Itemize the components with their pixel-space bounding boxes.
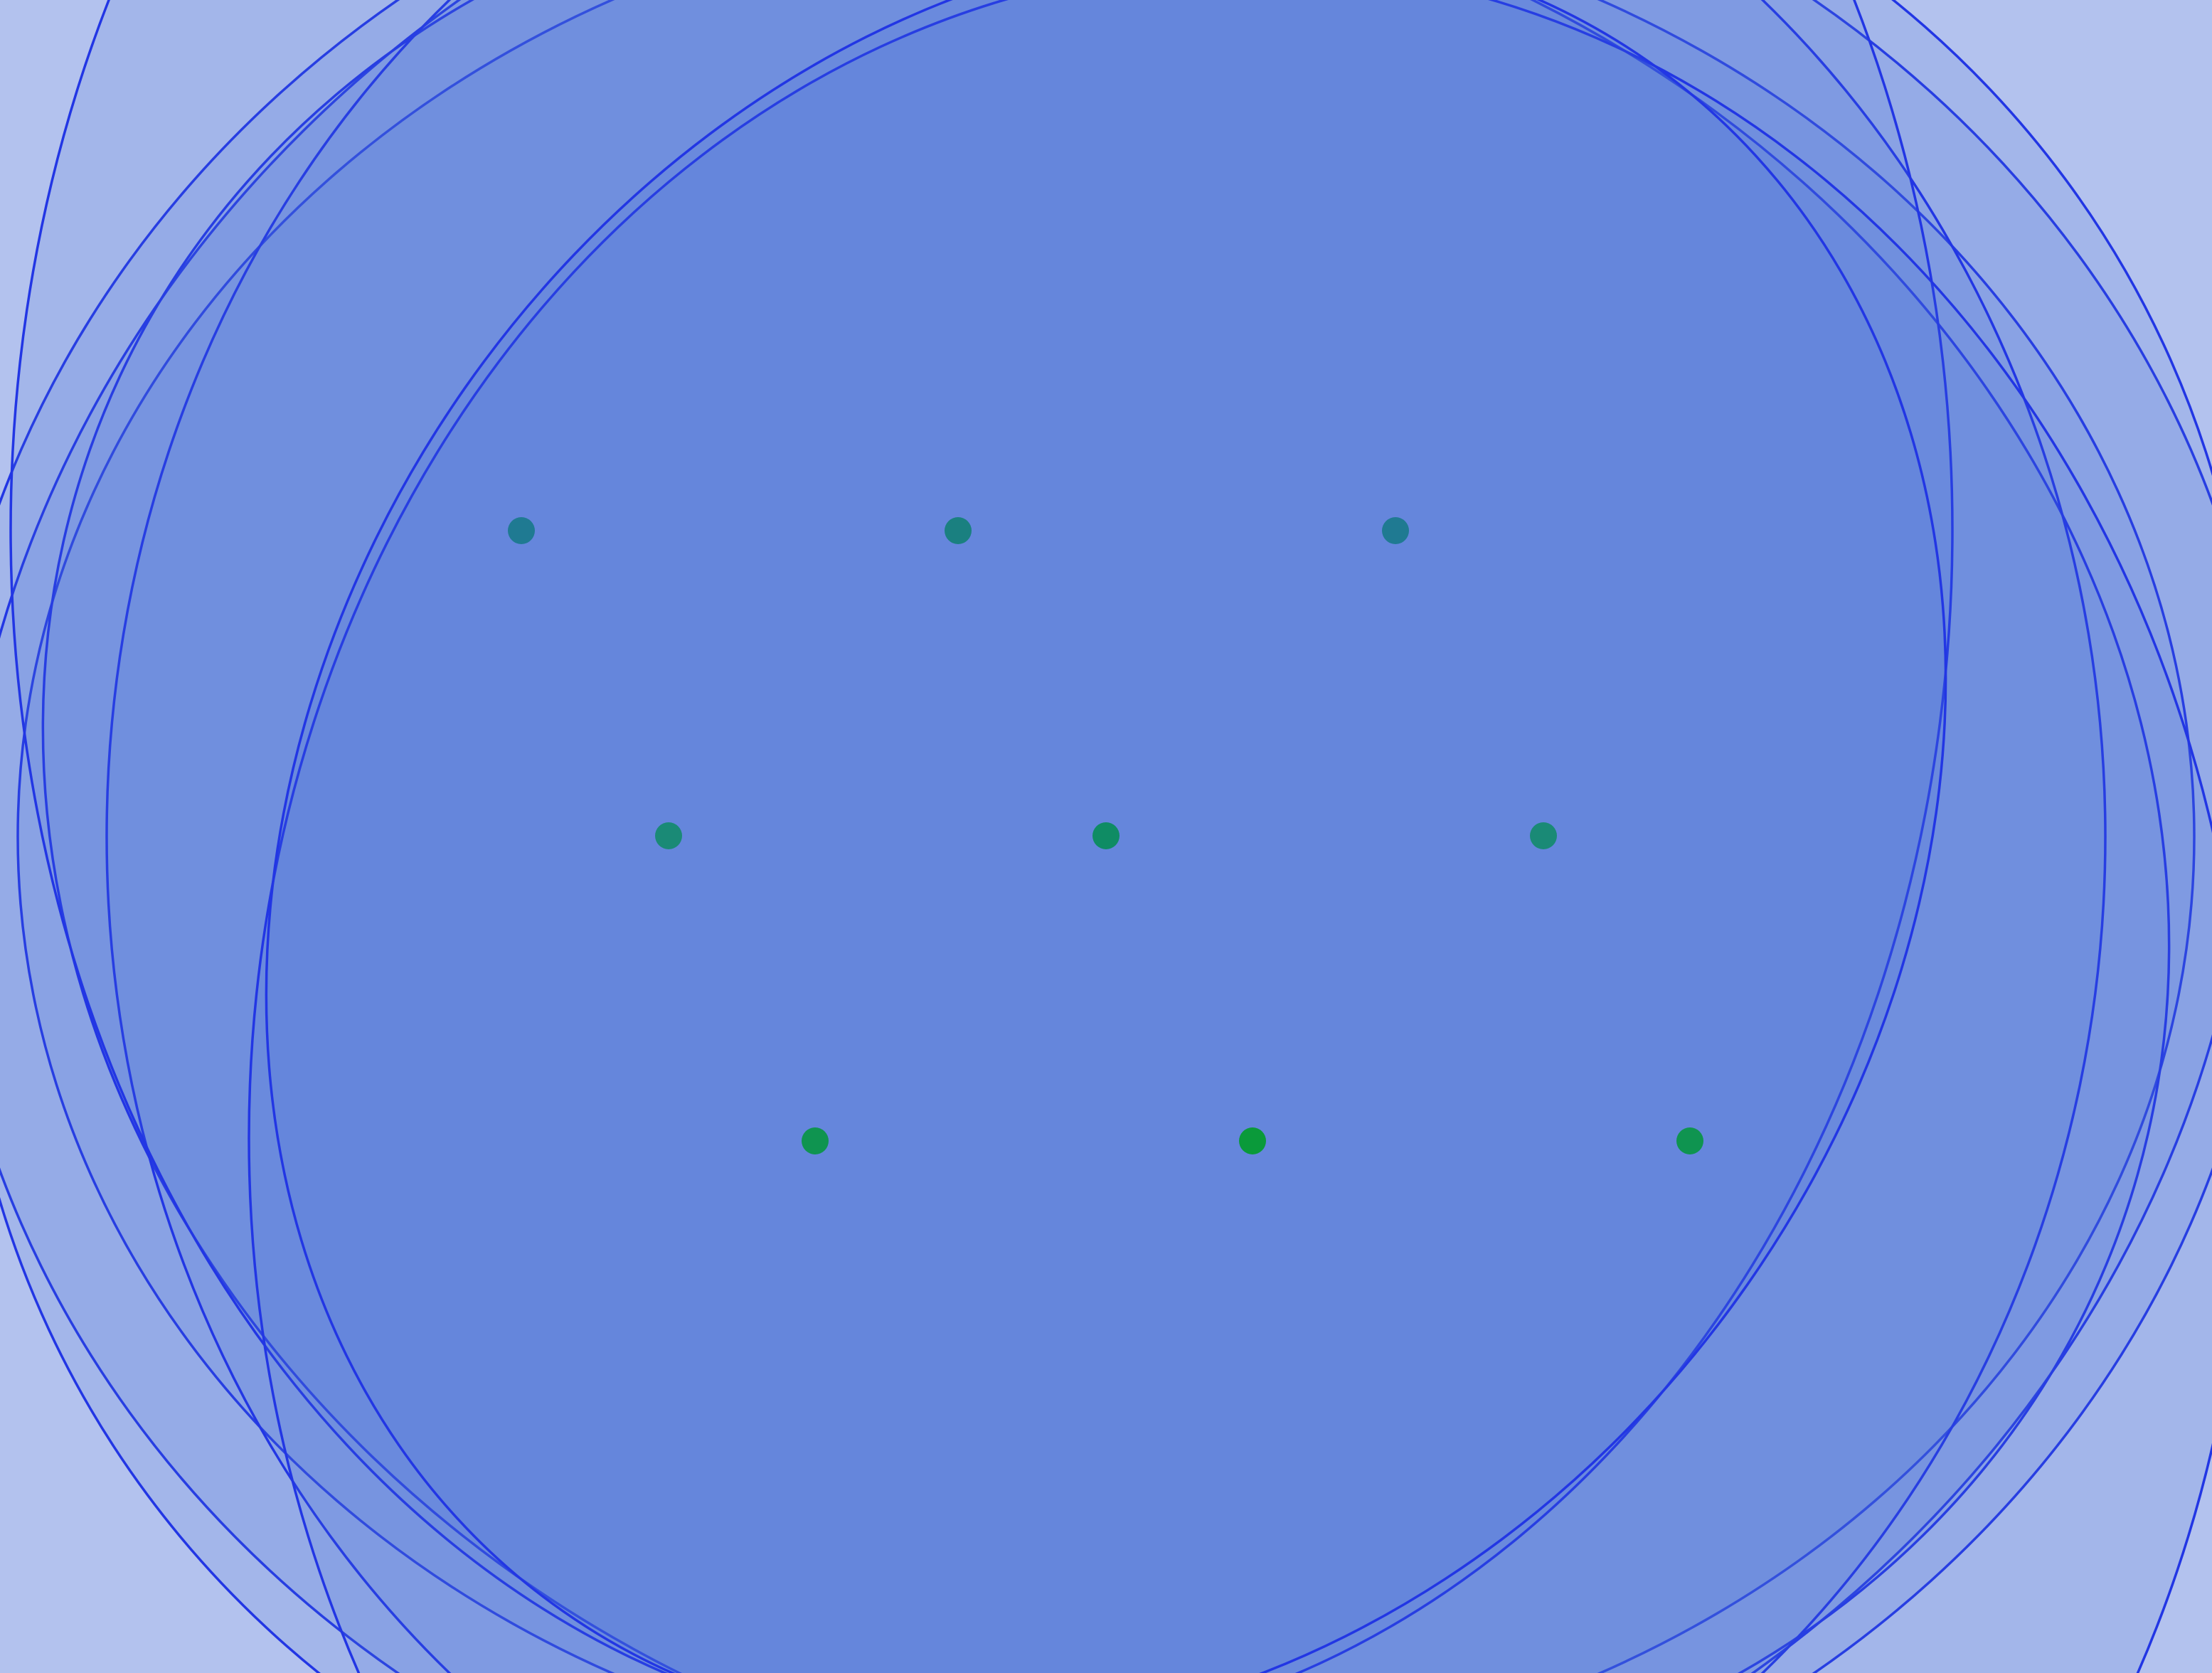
dot-r3-c1	[802, 1127, 829, 1154]
dot-r1-c3	[1382, 517, 1409, 544]
dot-r3-c2	[1239, 1127, 1266, 1154]
dot-r2-c2	[1092, 822, 1120, 849]
dot-r2-c3	[1530, 822, 1557, 849]
dot-r1-c1	[508, 517, 535, 544]
dot-r3-c3	[1676, 1127, 1703, 1154]
dot-r2-c1	[655, 822, 682, 849]
dot-r1-c2	[945, 517, 972, 544]
